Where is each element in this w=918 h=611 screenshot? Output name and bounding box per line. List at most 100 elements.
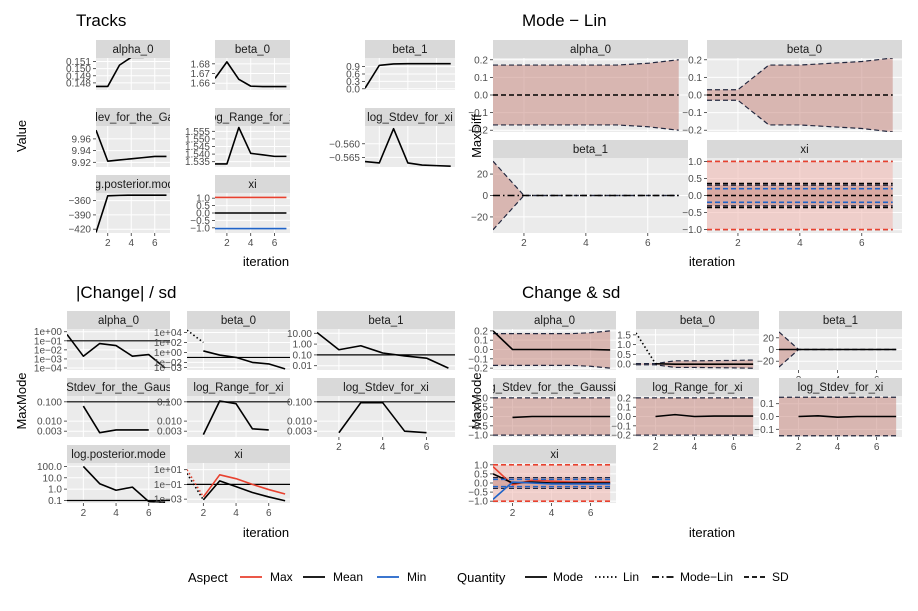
- y-axis-label: MaxDiff: [469, 114, 484, 158]
- panel-strip: [187, 311, 290, 329]
- x-tick-label: 6: [146, 508, 152, 519]
- y-tick-label: 1.535: [185, 157, 210, 168]
- x-tick-label: 4: [835, 442, 841, 453]
- x-tick-label: 2: [105, 238, 111, 249]
- strip-label: log_Stdev_for_xi: [798, 382, 884, 394]
- panel-data: [779, 396, 897, 437]
- x-tick-label: 6: [859, 238, 865, 249]
- y-tick-label: 0.010: [287, 417, 312, 428]
- panel-beta_0: beta_0 0.00.51.01.5: [617, 311, 759, 371]
- y-tick-label: 0.0: [474, 412, 488, 423]
- y-tick-label: −0.560: [329, 139, 360, 150]
- panel-strip: [317, 311, 455, 329]
- strip-label: beta_1: [573, 144, 608, 156]
- x-tick-label: 6: [874, 442, 880, 453]
- series-line-max: [493, 466, 611, 486]
- y-tick-label: −0.1: [468, 354, 488, 365]
- strip-label: beta_0: [221, 315, 256, 327]
- y-tick-label: 0.151: [66, 57, 91, 68]
- strip-label: log.posterior.mode: [71, 449, 166, 461]
- y-tick-label: −390: [68, 210, 91, 221]
- y-tick-label: 1e+00: [34, 327, 63, 338]
- y-tick-label: 1e−03: [154, 495, 183, 506]
- panel-strip: [779, 311, 902, 329]
- y-tick-label: 0.0: [760, 412, 774, 423]
- y-tick-label: 0.01: [293, 361, 313, 372]
- panel-log_Stdev_for_the_Gaussian: log_Stdev_for_the_Gaussian−1.0−0.50.00.5…: [468, 378, 616, 442]
- x-tick-label: 6: [152, 238, 158, 249]
- panel-data: [215, 126, 287, 165]
- panel-strip: [493, 40, 688, 58]
- x-tick-label: 4: [128, 238, 134, 249]
- y-tick-label: 0.1: [617, 403, 631, 414]
- y-tick-label: 1.0: [48, 485, 62, 496]
- x-tick-label: 4: [583, 238, 589, 249]
- y-tick-label: −20: [757, 357, 774, 368]
- panel-data: [96, 129, 167, 162]
- x-axis-label: iteration: [243, 254, 289, 269]
- series-line-min: [493, 481, 611, 500]
- y-tick-label: 0.1: [760, 399, 774, 410]
- panel-strip: [365, 108, 455, 126]
- panel-strip: [779, 378, 902, 396]
- group-title: Tracks: [76, 11, 126, 30]
- strip-label: xi: [248, 179, 256, 191]
- series-line-mean: [512, 415, 611, 419]
- y-tick-label: 1.545: [185, 142, 210, 153]
- y-tick-label: −0.2: [611, 431, 631, 442]
- panel-data: [215, 196, 287, 230]
- series-line-mean: [187, 329, 204, 344]
- y-tick-label: 1e+04: [154, 328, 183, 339]
- x-axis-label: iteration: [243, 525, 289, 540]
- panel-beta_1: beta_1 10.001.000.100.01: [287, 311, 455, 372]
- strip-label: beta_0: [787, 44, 822, 56]
- panel-data: [636, 397, 754, 436]
- y-tick-label: −20: [471, 212, 488, 223]
- sd-band-upper: [707, 58, 893, 91]
- y-tick-label: −0.1: [611, 421, 631, 432]
- strip-label: log_Range_for_xi: [652, 382, 742, 394]
- panel-strip: [96, 108, 170, 126]
- y-tick-label: 1.540: [185, 150, 210, 161]
- x-tick-label: 4: [233, 508, 239, 519]
- y-axis-label: MaxMode: [14, 372, 29, 429]
- y-tick-label: −0.5: [682, 208, 702, 219]
- panel-data: [707, 160, 893, 231]
- strip-label: xi: [550, 449, 558, 461]
- y-tick-label: 1.555: [185, 127, 210, 138]
- panel-alpha_0: alpha_0−0.2−0.10.00.10.2: [468, 311, 616, 375]
- y-tick-label: 1.67: [191, 69, 211, 80]
- y-tick-label: 0.010: [37, 417, 62, 428]
- panel-strip: [707, 140, 902, 158]
- y-tick-label: −1.0: [468, 431, 488, 442]
- panel-alpha_0: alpha_0−0.2−0.10.00.10.2: [468, 40, 688, 137]
- chart-group-0: TracksValueiterationalpha_00.1480.1490.1…: [14, 11, 455, 269]
- series-line-mean: [82, 465, 166, 503]
- y-tick-label: 1.0: [617, 340, 631, 351]
- x-tick-label: 4: [248, 238, 254, 249]
- panel-data: [493, 160, 679, 231]
- y-tick-label: 0.5: [617, 350, 631, 361]
- panel-data: [96, 58, 145, 88]
- y-tick-label: 0.1: [474, 336, 488, 347]
- panel-data: [493, 397, 611, 436]
- y-tick-label: 0.3: [346, 77, 360, 88]
- y-tick-label: 0.0: [196, 209, 210, 220]
- x-tick-label: 2: [735, 238, 741, 249]
- legend-quantity-label: SD: [772, 570, 789, 584]
- legend-quantity-label: Mode: [553, 570, 583, 584]
- panel-data: [215, 61, 287, 88]
- y-tick-label: −0.1: [754, 425, 774, 436]
- panel-strip: [187, 445, 290, 463]
- y-tick-label: 0.6: [346, 70, 360, 81]
- x-tick-label: 6: [645, 238, 651, 249]
- panel-strip: [636, 378, 759, 396]
- sd-band-lower: [707, 99, 893, 132]
- panel-data: [365, 62, 451, 89]
- panel-log_Stdev_for_xi: log_Stdev_for_xi −0.565 −0.560: [329, 108, 455, 167]
- y-tick-label: 1e−03: [34, 354, 63, 365]
- y-tick-label: 10.00: [287, 329, 312, 340]
- chart-group-1: Mode − Lin MaxDiff iteration alpha_0 −0.2 −0.…: [468, 11, 902, 269]
